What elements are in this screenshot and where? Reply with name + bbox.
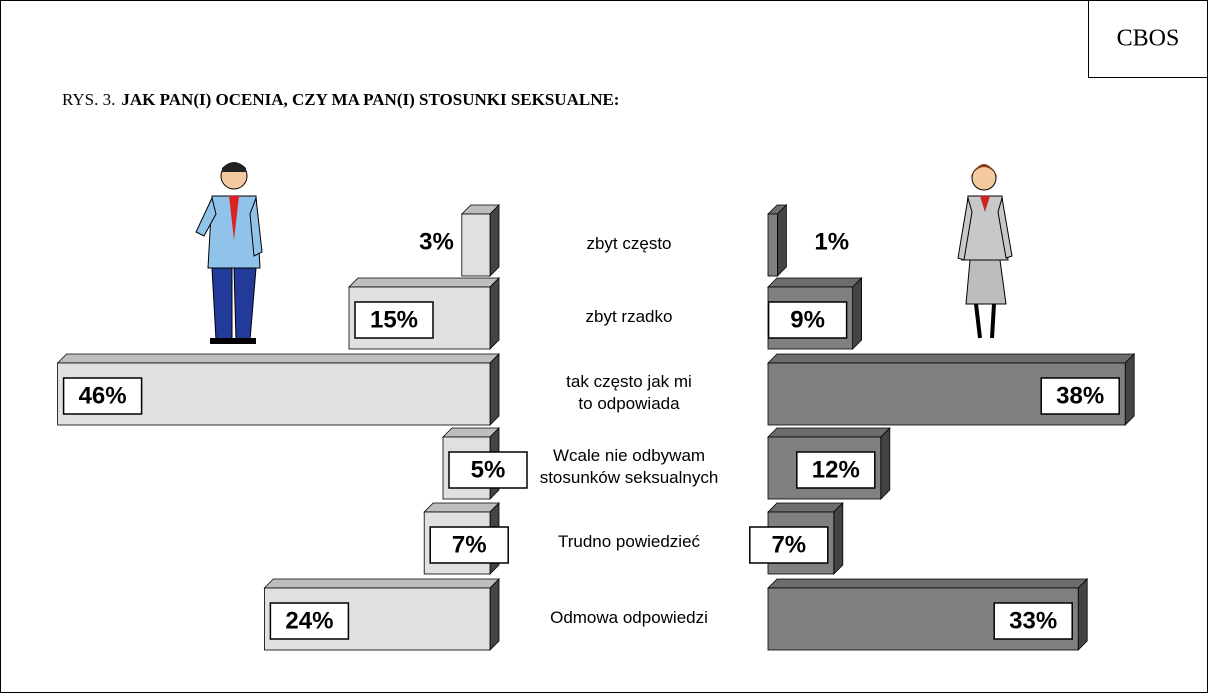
category-label: zbyt rzadko — [586, 307, 673, 326]
value-label: 46% — [79, 382, 127, 409]
bar-side — [490, 354, 499, 425]
bar-top — [349, 278, 499, 287]
value-label: 15% — [370, 306, 418, 333]
bar-side — [777, 205, 786, 276]
value-label: 12% — [812, 456, 860, 483]
category-label: Odmowa odpowiedzi — [550, 608, 708, 627]
bar — [768, 214, 777, 276]
title-text: JAK PAN(I) OCENIA, CZY MA PAN(I) STOSUNK… — [121, 90, 619, 109]
bar-side — [490, 579, 499, 650]
category-line: zbyt rzadko — [586, 307, 673, 326]
value-label: 5% — [471, 456, 506, 483]
value-label: 3% — [419, 228, 454, 255]
value-label: 7% — [771, 531, 806, 558]
category-line: Wcale nie odbywam — [553, 446, 705, 465]
title-prefix: RYS. 3. — [62, 90, 115, 109]
bar-side — [490, 278, 499, 349]
bar-side — [853, 278, 862, 349]
bar-top — [424, 503, 499, 512]
bar-top — [768, 579, 1087, 588]
value-label: 1% — [814, 228, 849, 255]
category-label: Trudno powiedzieć — [558, 532, 701, 551]
category-line: Trudno powiedzieć — [558, 532, 701, 551]
category-line: to odpowiada — [578, 394, 680, 413]
chart-title: RYS. 3. JAK PAN(I) OCENIA, CZY MA PAN(I) … — [62, 90, 619, 109]
category-line: stosunków seksualnych — [540, 468, 719, 487]
bar-side — [1125, 354, 1134, 425]
value-label: 24% — [285, 607, 333, 634]
bar — [462, 214, 490, 276]
category-line: zbyt często — [586, 234, 671, 253]
value-label: 33% — [1009, 607, 1057, 634]
brand: CBOS — [1117, 26, 1180, 52]
bar-top — [443, 428, 499, 437]
bar-top — [768, 354, 1134, 363]
value-label: 7% — [452, 531, 487, 558]
category-line: tak często jak mi — [566, 372, 692, 391]
bar-side — [1078, 579, 1087, 650]
category-line: Odmowa odpowiedzi — [550, 608, 708, 627]
value-label: 9% — [790, 306, 825, 333]
bar-top — [768, 503, 843, 512]
bar-side — [881, 428, 890, 499]
chart: CBOS RYS. 3. JAK PAN(I) OCENIA, CZY MA PA… — [0, 0, 1208, 693]
bar-top — [768, 428, 890, 437]
value-label: 38% — [1056, 382, 1104, 409]
bar-top — [264, 579, 499, 588]
bar-top — [768, 278, 862, 287]
category-label: zbyt często — [586, 234, 671, 253]
bar-top — [58, 354, 499, 363]
bar-side — [490, 205, 499, 276]
bar-side — [834, 503, 843, 574]
